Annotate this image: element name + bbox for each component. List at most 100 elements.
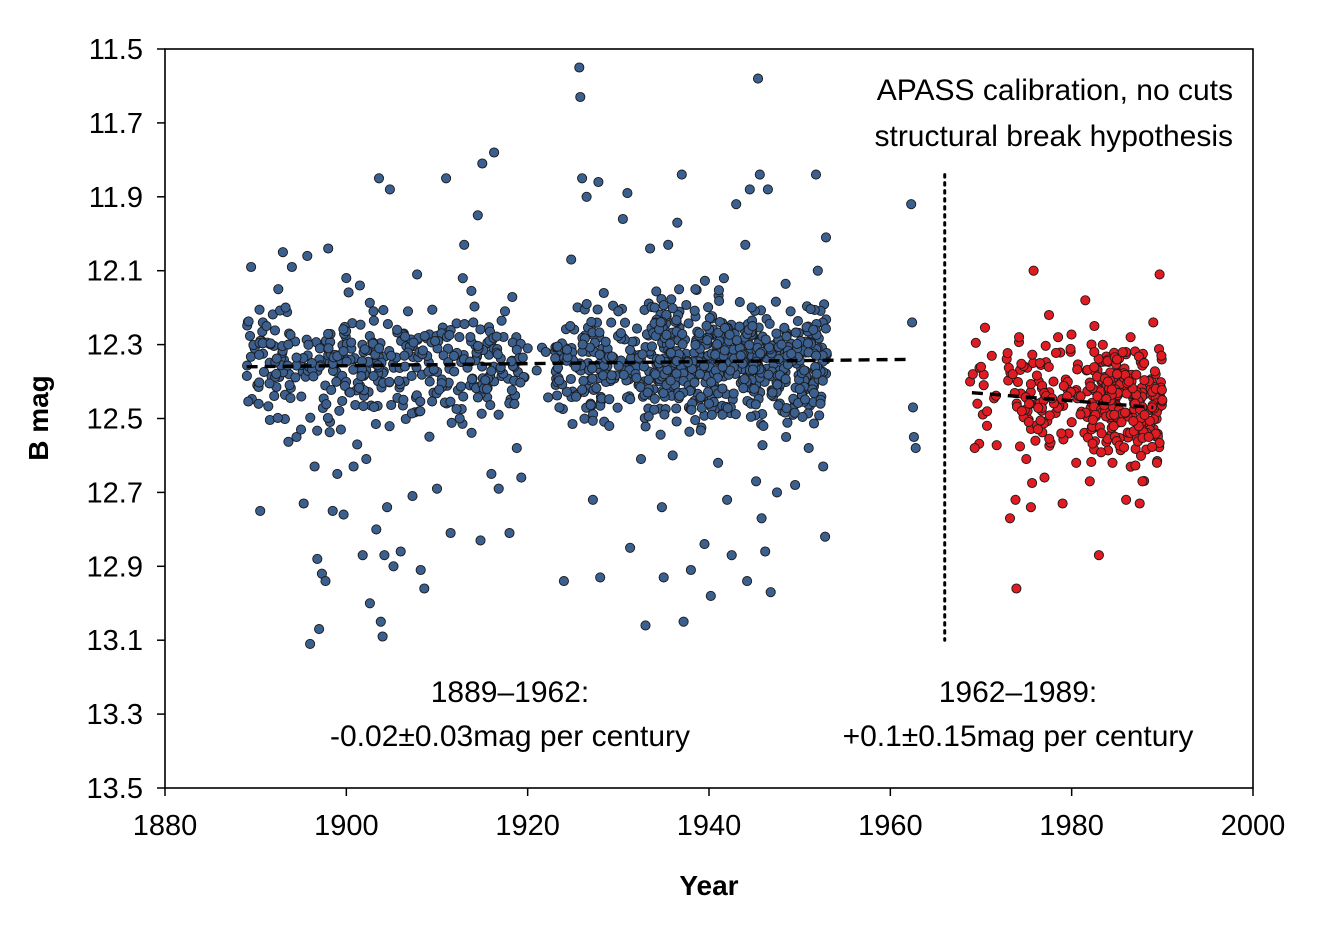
series-0-point [515,377,526,388]
series-0-point [681,299,692,311]
series-0-point [618,369,629,380]
series-0-point [407,491,418,502]
series-0-point [415,406,426,417]
series-0-point [820,232,832,243]
series-0-point [637,349,648,360]
series-0-point [672,217,683,228]
series-0-point [368,371,379,382]
series-1-point [981,420,993,431]
series-0-point [606,317,617,328]
series-1-point [975,361,987,372]
series-0-point [577,339,588,350]
series-0-point [690,415,701,426]
series-0-point [756,513,767,524]
series-0-point [358,401,369,412]
series-0-point [690,339,701,350]
series-0-point [402,306,414,317]
series-1-point [1043,309,1055,321]
series-0-point [491,331,502,342]
series-0-point [738,383,749,394]
series-1-point [1106,384,1117,395]
series-1-point [1087,438,1098,449]
series-0-point [280,302,291,313]
series-0-point [587,363,598,374]
series-0-point [458,391,469,402]
series-0-point [690,284,701,295]
series-0-point [751,476,762,487]
series-0-point [671,315,682,326]
series-0-point [348,364,359,375]
series-0-point [246,261,257,273]
series-1-point [1031,370,1042,381]
series-0-point [713,285,724,296]
series-1-point [1011,583,1022,594]
series-0-point [722,403,733,414]
series-0-point [323,328,334,339]
series-0-point [368,315,379,326]
series-0-point [472,340,484,352]
series-0-point [685,564,696,576]
series-1-point [1056,428,1067,439]
series-1-point [1065,343,1076,354]
x-tick-label: 1960 [858,810,923,842]
series-1-point [1048,376,1059,387]
series-0-point [243,316,254,327]
series-0-point [802,338,814,349]
series-0-point [314,343,325,354]
series-0-point [511,344,522,355]
series-0-point [258,366,270,377]
series-0-point [619,317,631,328]
series-0-point [354,280,365,291]
series-1-point [1089,362,1100,373]
series-0-point [269,325,281,336]
series-0-point [695,391,706,403]
series-0-point [388,561,399,572]
series-0-point [552,390,563,401]
series-0-point [445,527,456,539]
series-0-point [459,319,470,330]
series-0-point [785,306,796,317]
series-0-point [312,553,323,564]
series-0-point [781,331,792,342]
series-1-point [1014,332,1025,343]
series-0-point [776,339,787,350]
series-0-point [531,365,542,376]
series-1-point [1016,358,1027,369]
series-0-point [408,337,419,348]
series-0-point [640,421,651,432]
series-0-point [466,285,477,296]
series-0-point [764,318,775,329]
series-0-point [368,402,380,413]
series-0-point [415,564,426,576]
series-1-point [1025,502,1036,513]
series-0-point [595,572,606,583]
series-0-point [689,305,700,316]
series-0-point [790,479,801,491]
series-0-point [674,284,685,295]
series-0-point [585,400,596,411]
series-0-point [395,546,406,557]
series-0-point [386,350,397,361]
series-0-point [485,400,496,411]
series-0-point [303,339,314,350]
series-0-point [326,384,337,396]
series-0-point [818,461,829,472]
series-0-point [746,302,757,313]
series-0-point [561,344,573,355]
series-0-point [327,505,338,516]
series-0-point [357,550,368,561]
series-0-point [516,472,527,483]
series-0-point [734,321,745,332]
series-0-point [803,443,814,454]
series-0-point [561,386,572,397]
series-0-point [377,631,388,642]
series-1-point [1134,498,1145,509]
series-1-point [1039,472,1050,483]
series-0-point [665,375,676,386]
series-1-point [970,337,981,348]
series-0-point [694,328,705,339]
series-0-point [742,576,753,587]
annotation-calibration: APASS calibration, no cuts [877,74,1233,107]
series-0-point [814,410,825,421]
series-0-point [701,320,712,331]
